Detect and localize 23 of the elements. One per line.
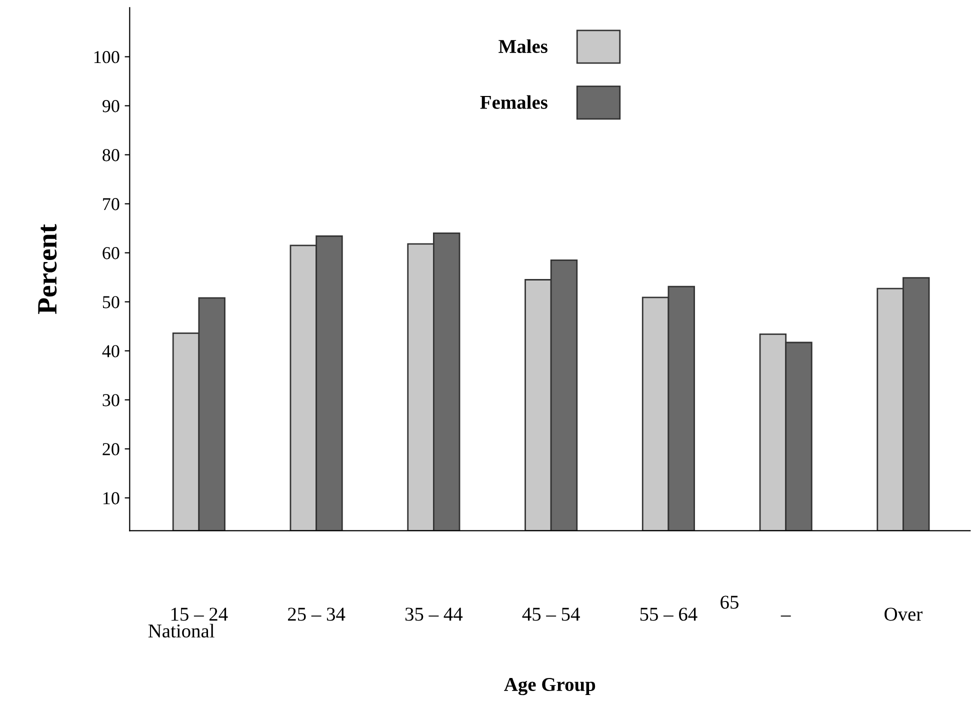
x-tick-label: Over — [884, 608, 922, 621]
x-tick-label: – — [780, 616, 791, 617]
legend-label: Males — [498, 39, 548, 54]
x-tick-label: 45 – 54 — [522, 608, 580, 621]
y-tick-label: 20 — [102, 443, 120, 456]
y-tick-label: 50 — [102, 296, 120, 308]
x-axis-title: Age Group — [504, 678, 596, 696]
y-tick-label: 60 — [102, 247, 120, 260]
y-tick-label: 80 — [102, 149, 120, 162]
x-tick-label: 25 – 34 — [288, 608, 346, 621]
y-tick-label: 30 — [102, 394, 120, 406]
y-tick-label: 40 — [102, 345, 120, 358]
x-tick-label: 15 – 24 — [171, 608, 228, 621]
y-tick-label: 100 — [94, 50, 120, 64]
y-tick-label: 90 — [102, 100, 120, 112]
x-tick-label: 35 – 44 — [405, 608, 463, 621]
y-axis-title: Percent — [38, 224, 57, 314]
text: National — [148, 624, 214, 638]
text: 65 — [720, 596, 738, 609]
y-tick-label: 10 — [103, 492, 120, 504]
legend-label: Females — [480, 95, 548, 109]
y-tick-label: 70 — [103, 198, 120, 210]
x-tick-label: 55 – 64 — [640, 608, 698, 621]
